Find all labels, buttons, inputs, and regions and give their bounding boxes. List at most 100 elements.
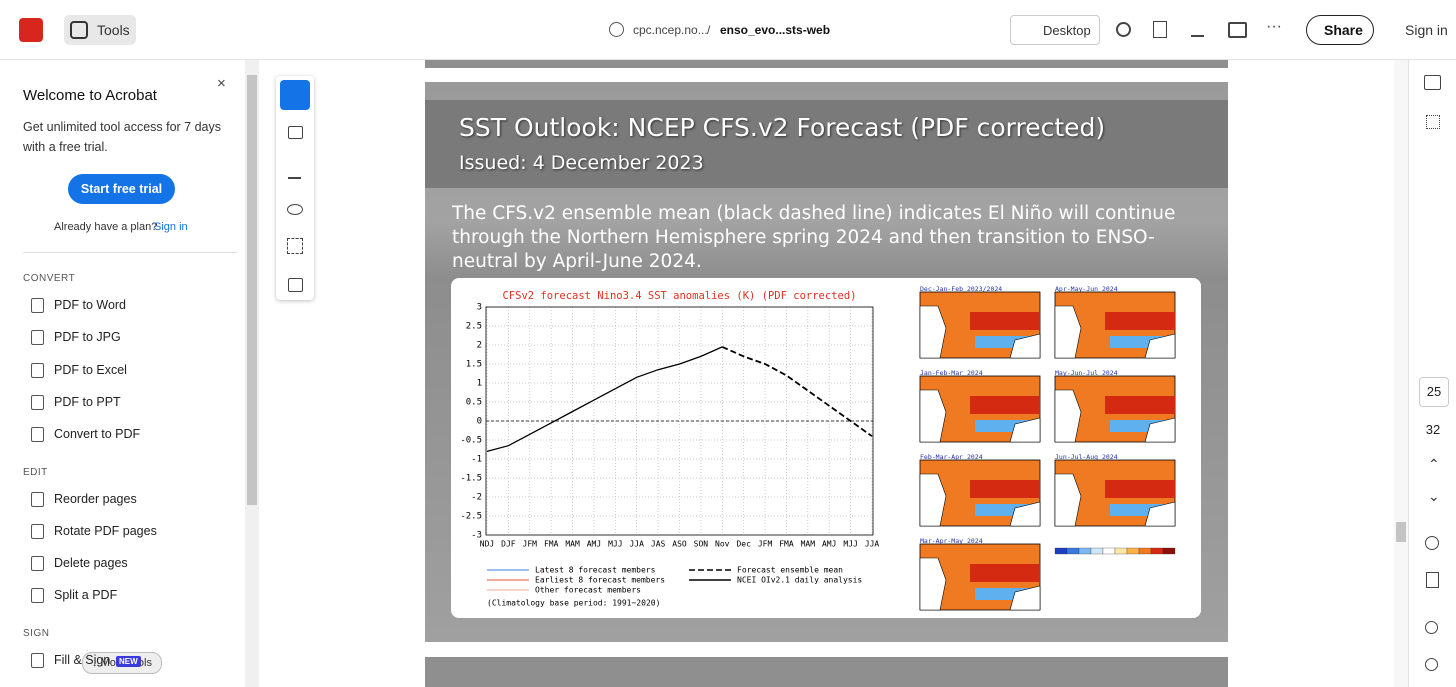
colorbar-cell <box>1162 547 1176 555</box>
text-tool[interactable] <box>287 238 303 254</box>
map-title: Dec-Jan-Feb 2023/2024 <box>920 285 1002 293</box>
y-tick-label: 1 <box>477 379 482 389</box>
tool-icon <box>31 556 44 572</box>
tool-item[interactable]: Convert to PDF <box>54 427 141 442</box>
separator: / <box>707 23 711 37</box>
total-pages: 32 <box>1425 422 1441 437</box>
doc-scroll-thumb[interactable] <box>1396 522 1406 542</box>
x-tick-label: MJJ <box>608 540 622 549</box>
filename[interactable]: enso_evo...sts-web <box>720 23 831 37</box>
slide-issued: Issued: 4 December 2023 <box>459 152 704 174</box>
colorbar-cell <box>1066 547 1080 555</box>
slide-text: The CFS.v2 ensemble mean (black dashed l… <box>452 203 1176 272</box>
tool-icon <box>31 298 44 313</box>
tool-item[interactable]: PDF to Excel <box>54 362 127 377</box>
more-icon[interactable]: ··· <box>1266 18 1282 35</box>
map-title: Jun-Jul-Aug 2024 <box>1055 453 1118 461</box>
plan-text: Already have a plan? <box>54 221 158 233</box>
x-tick-label: MAM <box>565 540 580 549</box>
map-land <box>919 305 1041 359</box>
x-tick-label: Dec <box>736 540 751 549</box>
select-tool[interactable] <box>280 80 310 110</box>
draw-tool[interactable] <box>288 166 301 179</box>
map-land <box>1054 473 1176 527</box>
page-down[interactable]: ⌄ <box>1428 488 1440 504</box>
prev-page <box>425 60 1228 68</box>
tools-button[interactable]: Tools <box>64 15 136 45</box>
x-tick-label: NDJ <box>480 540 494 549</box>
map-warm <box>1105 396 1175 414</box>
doc-scrollbar[interactable] <box>1394 60 1408 687</box>
sidebar-title: Welcome to Acrobat <box>23 87 157 104</box>
sidebar-scrollbar[interactable] <box>245 60 259 687</box>
tool-item[interactable]: PDF to PPT <box>54 394 121 409</box>
map-title: Mar-Apr-May 2024 <box>920 537 983 545</box>
zoom-in[interactable] <box>1425 621 1438 634</box>
globe-icon <box>609 22 624 37</box>
file-icon[interactable] <box>1426 572 1439 588</box>
map-warm <box>970 312 1040 330</box>
grid-icon[interactable] <box>1426 115 1440 129</box>
comment-tool[interactable] <box>288 126 303 139</box>
search-icon[interactable] <box>1116 22 1131 37</box>
comments-icon[interactable] <box>1424 75 1441 90</box>
zoom-out[interactable] <box>1425 658 1438 671</box>
sidebar: Welcome to Acrobat × Get unlimited tool … <box>0 60 245 687</box>
y-tick-label: -0.5 <box>460 436 482 446</box>
sign-in[interactable]: Sign in <box>1405 22 1448 38</box>
share-button[interactable]: Share <box>1306 15 1374 45</box>
map-land <box>919 473 1041 527</box>
legend-label: Forecast ensemble mean <box>737 566 843 575</box>
right-rail: 25 32 ⌃ ⌄ <box>1408 60 1456 687</box>
sign-tool[interactable] <box>288 278 303 292</box>
tool-item[interactable]: Rotate PDF pages <box>54 523 157 538</box>
tool-item[interactable]: Fill & Sign <box>54 652 111 667</box>
x-tick-label: ASO <box>672 540 687 549</box>
desktop-label: Desktop <box>1043 23 1091 38</box>
colorbar-cell <box>1138 547 1152 555</box>
legend-label: Other forecast members <box>535 586 641 595</box>
rotate-icon[interactable] <box>1425 536 1439 550</box>
sidebar-description: Get unlimited tool access for 7 days wit… <box>23 120 222 154</box>
colorbar-cell <box>1090 547 1104 555</box>
pages-icon[interactable] <box>1153 21 1167 38</box>
share-label: Share <box>1324 22 1363 38</box>
plot-frame <box>485 306 874 536</box>
desktop-button[interactable]: Desktop <box>1010 15 1100 45</box>
tool-item[interactable]: PDF to Word <box>54 298 127 312</box>
tool-item[interactable]: Split a PDF <box>54 588 118 603</box>
y-tick-label: -2 <box>471 493 482 503</box>
close-icon[interactable]: × <box>217 75 226 92</box>
lasso-tool[interactable] <box>287 204 303 215</box>
colorbar-cell <box>1078 547 1092 555</box>
print-icon[interactable] <box>1228 22 1247 38</box>
scroll-thumb[interactable] <box>247 75 257 505</box>
trial-button[interactable]: Start free trial <box>68 174 175 204</box>
map-title: Apr-May-Jun 2024 <box>1055 285 1118 293</box>
download-icon[interactable] <box>1191 22 1204 37</box>
tool-icon <box>31 523 44 539</box>
acrobat-logo[interactable] <box>19 18 43 42</box>
x-tick-label: Nov <box>715 540 730 549</box>
map-warm <box>1105 480 1175 498</box>
figure: CFSv2 forecast Nino3.4 SST anomalies (K)… <box>451 278 1201 618</box>
tool-icon <box>31 394 44 410</box>
tool-icon <box>31 588 44 604</box>
x-tick-label: SON <box>694 540 709 549</box>
page-up[interactable]: ⌃ <box>1428 456 1440 472</box>
divider <box>23 252 237 253</box>
section-heading: EDIT <box>23 466 48 478</box>
tool-item[interactable]: PDF to JPG <box>54 330 121 345</box>
plan-link[interactable]: Sign in <box>154 221 188 233</box>
next-page <box>425 657 1228 687</box>
x-tick-label: FMA <box>779 540 794 549</box>
tool-item[interactable]: Delete pages <box>54 556 128 571</box>
new-badge: NEW <box>116 655 141 667</box>
tool-item[interactable]: Reorder pages <box>54 491 137 506</box>
x-tick-label: JJA <box>865 540 880 549</box>
map-warm <box>970 480 1040 498</box>
tool-icon <box>31 652 44 668</box>
url[interactable]: cpc.ncep.no... <box>633 23 708 37</box>
current-page[interactable]: 25 <box>1419 377 1449 407</box>
